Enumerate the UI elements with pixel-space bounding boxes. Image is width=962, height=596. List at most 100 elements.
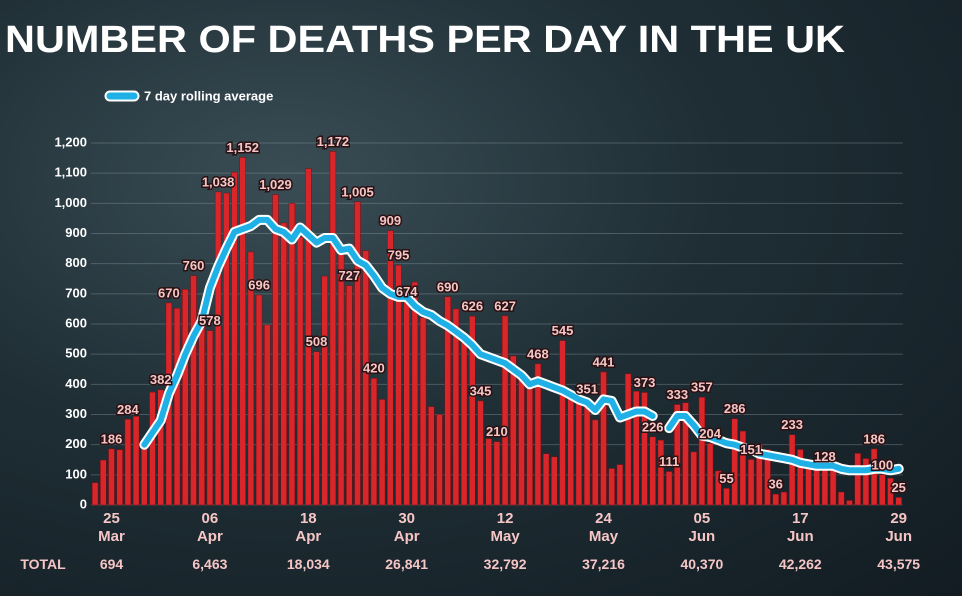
total-value: 37,216 xyxy=(582,556,625,572)
bar xyxy=(460,341,468,506)
bar xyxy=(141,440,148,506)
bar xyxy=(592,419,599,506)
bar xyxy=(296,236,304,506)
x-tick-label: 29 Jun xyxy=(885,510,913,545)
bar xyxy=(674,404,681,506)
y-tick-label: 0 xyxy=(80,496,87,511)
bar xyxy=(575,402,583,506)
bar xyxy=(690,451,697,506)
bar xyxy=(797,449,804,506)
y-tick-label: 1,000 xyxy=(54,195,87,210)
bar xyxy=(346,285,353,506)
bar xyxy=(534,363,542,506)
data-label: 351 xyxy=(576,382,598,397)
bar xyxy=(264,324,271,506)
bar xyxy=(428,406,435,506)
data-label: 420 xyxy=(363,361,385,376)
bar xyxy=(231,172,238,506)
data-label: 1,029 xyxy=(259,177,292,192)
data-label: 468 xyxy=(527,346,549,361)
bar xyxy=(723,488,730,506)
data-label: 690 xyxy=(437,279,459,294)
bar xyxy=(280,222,287,506)
data-label: 545 xyxy=(552,323,574,338)
bar xyxy=(173,308,181,506)
bar xyxy=(116,449,123,506)
y-tick-label: 900 xyxy=(65,225,87,240)
bar xyxy=(567,395,574,506)
bar xyxy=(411,281,419,506)
bar xyxy=(378,399,386,506)
bar xyxy=(510,355,517,506)
data-label: 670 xyxy=(158,285,180,300)
bar xyxy=(665,471,673,506)
bar xyxy=(633,391,640,506)
data-label: 627 xyxy=(494,298,516,313)
bar xyxy=(649,436,656,506)
x-tick-label: 12 May xyxy=(490,510,520,545)
bar xyxy=(313,351,320,506)
rolling-average-line xyxy=(141,216,656,448)
bar xyxy=(157,389,164,506)
data-label: 373 xyxy=(634,375,656,390)
bar xyxy=(870,448,878,506)
data-label: 1,038 xyxy=(202,174,235,189)
data-label: 727 xyxy=(338,268,360,283)
data-label: 151 xyxy=(740,442,762,457)
bar xyxy=(387,230,394,506)
bar xyxy=(452,308,460,506)
y-tick-label: 300 xyxy=(65,406,87,421)
bar xyxy=(715,470,722,506)
bar xyxy=(764,449,771,506)
bar xyxy=(206,330,214,506)
y-tick-label: 1,200 xyxy=(54,134,87,149)
bar xyxy=(854,453,861,506)
data-label: 760 xyxy=(183,258,205,273)
y-tick-label: 1,100 xyxy=(54,165,87,180)
total-value: 42,262 xyxy=(778,556,822,572)
y-tick-label: 400 xyxy=(65,376,87,391)
bar xyxy=(419,317,427,506)
rolling-average-line xyxy=(666,413,902,474)
data-label: 441 xyxy=(593,354,615,369)
bar xyxy=(354,201,361,506)
bar xyxy=(255,294,263,506)
bar xyxy=(788,434,796,506)
bar xyxy=(895,497,902,506)
total-value: 26,841 xyxy=(385,556,429,572)
bar xyxy=(608,468,615,506)
bar xyxy=(223,192,230,506)
bar xyxy=(214,191,222,506)
bar xyxy=(600,371,607,506)
data-label: 1,172 xyxy=(317,134,350,149)
y-tick-label: 200 xyxy=(65,436,87,451)
data-label: 333 xyxy=(666,387,688,402)
bar xyxy=(624,373,632,506)
bar xyxy=(182,289,189,506)
bar xyxy=(747,459,755,506)
x-tick-label: 17 Jun xyxy=(786,510,814,545)
data-label: 111 xyxy=(659,454,679,469)
x-tick-label: 25 Mar xyxy=(98,510,125,545)
data-label: 186 xyxy=(863,431,885,446)
bar xyxy=(641,392,648,506)
bar xyxy=(838,491,845,506)
bar xyxy=(305,168,312,506)
bar xyxy=(682,402,689,506)
bar xyxy=(403,301,410,506)
data-label: 100 xyxy=(871,457,893,472)
data-label: 226 xyxy=(642,419,664,434)
total-value: 18,034 xyxy=(286,556,330,572)
x-tick-label: 06 Apr xyxy=(196,510,223,545)
bar xyxy=(149,391,156,506)
data-label: 508 xyxy=(306,334,328,349)
total-value: 32,792 xyxy=(483,556,527,572)
data-label: 284 xyxy=(117,402,139,417)
bar xyxy=(91,482,99,506)
chart-title: NUMBER OF DEATHS PER DAY IN THE UK xyxy=(5,19,846,61)
bar xyxy=(108,448,115,506)
bar xyxy=(132,416,140,506)
bar xyxy=(772,493,779,506)
